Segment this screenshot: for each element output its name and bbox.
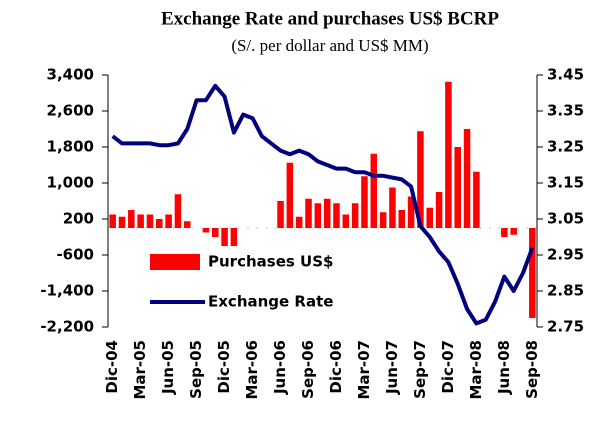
x-tick-label: Jun-06 bbox=[271, 340, 289, 395]
y-tick-label: 2,600 bbox=[47, 102, 94, 120]
bar bbox=[184, 221, 191, 228]
legend-label: Exchange Rate bbox=[208, 293, 333, 311]
bar bbox=[379, 212, 387, 228]
bar bbox=[230, 228, 238, 246]
bar bbox=[305, 198, 312, 228]
bar bbox=[389, 187, 396, 228]
chart-subtitle: (S/. per dollar and US$ MM) bbox=[231, 36, 428, 55]
y-tick-label: -1,400 bbox=[40, 282, 94, 300]
bar bbox=[146, 214, 154, 228]
y2-tick-label: 2.95 bbox=[547, 246, 584, 264]
bar bbox=[295, 216, 303, 228]
bar bbox=[277, 201, 284, 228]
bar bbox=[202, 228, 210, 233]
y-tick-label: 200 bbox=[63, 210, 94, 228]
y-tick-label: 1,800 bbox=[47, 138, 94, 156]
bar bbox=[156, 219, 163, 228]
y2-tick-label: 3.25 bbox=[547, 138, 584, 156]
bar bbox=[529, 228, 536, 318]
bar bbox=[211, 228, 219, 237]
bar bbox=[128, 210, 135, 228]
x-tick-label: Mar-05 bbox=[131, 340, 149, 400]
bar bbox=[370, 153, 378, 228]
y-tick-label: -600 bbox=[56, 246, 94, 264]
y2-tick-label: 3.15 bbox=[547, 174, 584, 192]
x-tick-label: Mar-08 bbox=[467, 340, 485, 400]
bar bbox=[314, 203, 322, 228]
line bbox=[111, 83, 535, 326]
x-tick-label: Sep-05 bbox=[187, 340, 205, 399]
bar bbox=[454, 147, 461, 228]
bar bbox=[417, 131, 424, 228]
x-tick-label: Dic-07 bbox=[439, 340, 457, 394]
legend-label: Purchases US$ bbox=[208, 253, 333, 271]
chart-title: Exchange Rate and purchases US$ BCRP bbox=[161, 8, 499, 29]
bar bbox=[473, 171, 480, 228]
bar bbox=[174, 194, 182, 228]
x-tick-label: Dic-04 bbox=[103, 340, 121, 394]
bar bbox=[323, 198, 331, 228]
bar bbox=[286, 162, 294, 228]
y2-tick-label: 2.85 bbox=[547, 282, 584, 300]
y-tick-label: 1,000 bbox=[47, 174, 94, 192]
bar bbox=[333, 203, 340, 228]
bar bbox=[463, 129, 471, 228]
x-tick-label: Jun-08 bbox=[495, 340, 513, 395]
bar bbox=[137, 214, 144, 228]
y-tick-label: -2,200 bbox=[40, 318, 94, 336]
bar bbox=[221, 228, 228, 246]
bar bbox=[501, 228, 508, 237]
bar bbox=[165, 214, 172, 228]
bar bbox=[426, 207, 434, 228]
x-tick-label: Sep-06 bbox=[299, 340, 317, 399]
y2-tick-label: 3.05 bbox=[547, 210, 584, 228]
bar bbox=[510, 228, 517, 235]
x-tick-label: Sep-07 bbox=[411, 340, 429, 399]
y-tick-label: 3,400 bbox=[47, 66, 94, 84]
bar bbox=[118, 216, 126, 228]
bar bbox=[445, 81, 452, 228]
y2-tick-label: 3.35 bbox=[547, 102, 584, 120]
x-tick-label: Mar-07 bbox=[355, 340, 373, 400]
x-tick-label: Sep-08 bbox=[523, 340, 541, 399]
x-tick-label: Mar-06 bbox=[243, 340, 261, 400]
x-tick-label: Dic-05 bbox=[215, 340, 233, 394]
x-tick-label: Jun-05 bbox=[159, 340, 177, 395]
bar bbox=[435, 192, 443, 228]
legend-swatch bbox=[150, 254, 200, 270]
y2-tick-label: 2.75 bbox=[547, 318, 584, 336]
bar bbox=[351, 203, 359, 228]
x-tick-label: Jun-07 bbox=[383, 340, 401, 395]
bar bbox=[109, 214, 116, 228]
bar bbox=[398, 210, 406, 228]
bar bbox=[342, 214, 350, 228]
y2-tick-label: 3.45 bbox=[547, 66, 584, 84]
bar bbox=[361, 176, 368, 228]
x-tick-label: Dic-06 bbox=[327, 340, 345, 394]
bar bbox=[407, 196, 415, 228]
